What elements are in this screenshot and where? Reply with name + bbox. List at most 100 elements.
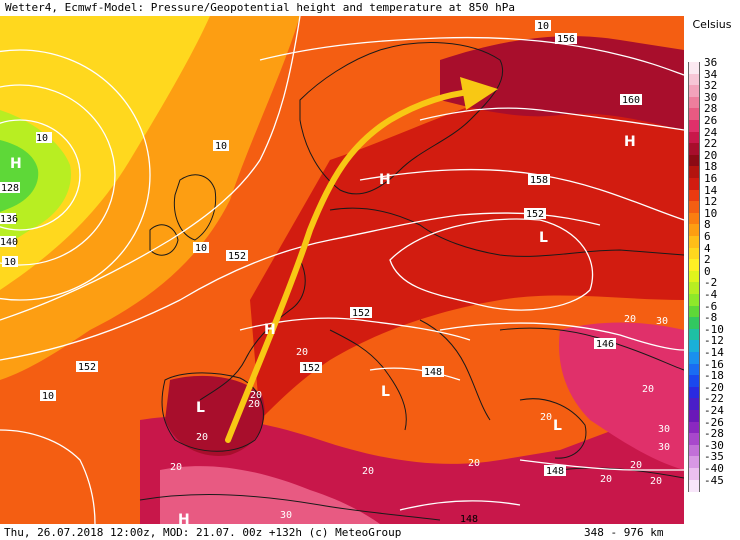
legend-label: -28 (704, 427, 724, 441)
legend-label: 12 (704, 195, 718, 209)
isotherm-label: 30 (280, 510, 292, 521)
isotherm-label: 20 (468, 458, 480, 469)
high-center-label: H (264, 322, 276, 338)
legend-label: 10 (704, 206, 718, 220)
legend-swatch (688, 247, 700, 260)
temp-field-pink-east (559, 322, 684, 470)
legend-label: 18 (704, 160, 718, 174)
isobar-label: 152 (526, 209, 544, 220)
isotherm-label: 20 (600, 474, 612, 485)
isobar-label: 148 (460, 514, 478, 525)
isotherm-label: 20 (196, 432, 208, 443)
legend-label: -22 (704, 392, 724, 406)
low-center-label: L (553, 418, 562, 434)
legend-swatch (688, 398, 700, 411)
legend-label: 34 (704, 67, 718, 81)
isotherm-label: 20 (248, 399, 260, 410)
isotherm-label: 20 (170, 462, 182, 473)
legend-swatch (688, 479, 700, 492)
isotherm-label: 20 (624, 314, 636, 325)
legend-swatch (688, 201, 700, 214)
legend-label: -24 (704, 404, 724, 417)
legend-swatch (688, 375, 700, 388)
isotherm-label: 30 (658, 442, 670, 453)
isotherm-label: 10 (195, 243, 207, 254)
high-center-label: H (178, 512, 190, 528)
isotherm-label: 20 (250, 390, 262, 401)
legend-label: 32 (704, 79, 718, 93)
isobar-label-group: 10 (535, 20, 551, 32)
legend-swatch (688, 108, 700, 121)
isotherm-label: 10 (36, 133, 48, 144)
map-title: Wetter4, Ecmwf-Model: Pressure/Geopotent… (2, 0, 518, 15)
legend-label: 0 (704, 264, 711, 278)
legend-label: -2 (704, 276, 718, 290)
legend-label: 6 (704, 230, 711, 243)
legend-label: -45 (704, 473, 724, 487)
isobar-label: 156 (557, 34, 575, 45)
legend-swatch (688, 85, 700, 98)
legend-label: -26 (704, 415, 724, 429)
legend-label: 28 (704, 102, 718, 116)
isotherm-label: 20 (296, 347, 308, 358)
legend-swatch (688, 166, 700, 179)
legend-swatch (688, 352, 700, 364)
isotherm-label: 20 (650, 476, 662, 487)
scale-text: 348 - 976 km (584, 526, 664, 539)
warm-air-arrow (225, 77, 498, 443)
isobar-label: 152 (352, 308, 370, 319)
isotherm-label: 10 (4, 257, 16, 268)
temp-field-iberia (165, 375, 265, 456)
legend-label: -40 (704, 462, 724, 475)
legend-swatch (688, 236, 700, 248)
legend-label: 8 (704, 218, 711, 232)
legend-swatch (688, 96, 700, 109)
footer-bar: Thu, 26.07.2018 12:00z, MOD: 21.07. 00z … (0, 524, 740, 540)
isotherm-label: 30 (656, 316, 668, 327)
legend-label: -30 (704, 438, 724, 452)
isotherm-label: 30 (658, 424, 670, 435)
legend-label: 22 (704, 137, 718, 151)
legend-swatch (688, 120, 700, 132)
low-center-label: L (539, 230, 548, 246)
legend-label: -16 (704, 357, 724, 371)
legend-swatch (688, 73, 700, 86)
isotherm-label: 20 (630, 460, 642, 471)
contour-labels: 10 156 160 158 152 152 152 152 152 148 1… (0, 20, 670, 525)
legend-swatch (688, 305, 700, 318)
legend-swatch (688, 270, 700, 283)
legend-label: 36 (704, 56, 718, 69)
legend-swatch (688, 421, 700, 434)
legend-label: 20 (704, 148, 718, 162)
isotherm-label: 10 (42, 391, 54, 402)
isobar-label: 146 (596, 339, 614, 350)
isobar-label: 148 (424, 367, 442, 378)
legend-swatch (688, 433, 700, 446)
legend-swatch (688, 212, 700, 225)
isotherm-label: 20 (540, 412, 552, 423)
isobar-label: 160 (622, 95, 640, 106)
legend-swatch (688, 468, 700, 480)
legend-label: 4 (704, 241, 711, 255)
legend-swatch (688, 294, 700, 306)
legend-swatch (688, 317, 700, 330)
footer-run-info: Thu, 26.07.2018 12:00z, MOD: 21.07. 00z … (4, 526, 402, 539)
isotherm-label: 20 (362, 466, 374, 477)
isobar-label: 158 (530, 175, 548, 186)
legend-swatch (688, 363, 700, 376)
legend-unit: Celsius (692, 18, 732, 31)
legend-label: 14 (704, 183, 718, 197)
legend-label: -18 (704, 369, 724, 383)
legend-swatch (688, 143, 700, 156)
isobar-label: 152 (228, 251, 246, 262)
legend-swatch (688, 340, 700, 353)
isotherm-label: 20 (642, 384, 654, 395)
legend-label: -4 (704, 288, 718, 301)
legend-label: -8 (704, 311, 718, 325)
isobar-label: 128 (1, 183, 19, 194)
pressure-centers: H H H L L L L H H (10, 134, 636, 528)
legend-swatch (688, 328, 700, 341)
legend-swatch (688, 444, 700, 457)
legend-label: -14 (704, 346, 724, 359)
isobar-label: 152 (302, 363, 320, 374)
